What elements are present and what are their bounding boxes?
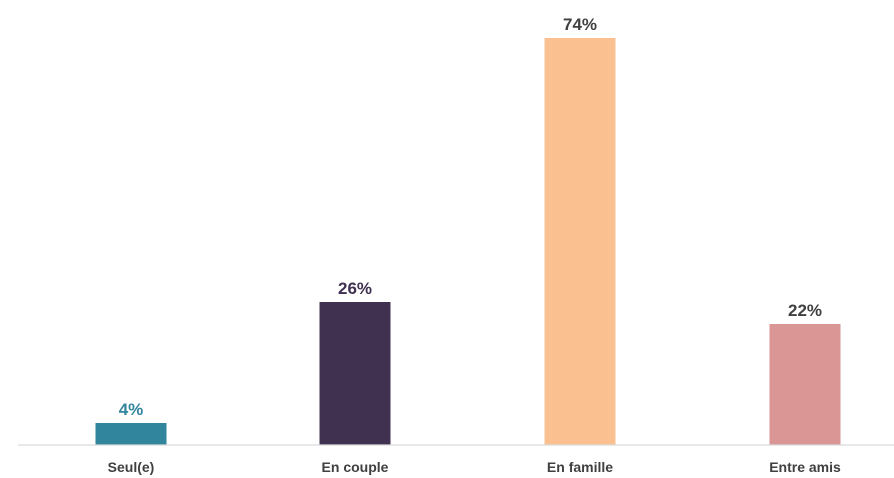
bar-1: [319, 302, 391, 445]
data-label-0: 4%: [119, 400, 144, 419]
bar-3: [769, 324, 841, 445]
bar-2: [544, 38, 616, 445]
x-tick-label-2: En famille: [547, 459, 613, 475]
data-label-3: 22%: [788, 301, 822, 320]
bar-0: [95, 423, 167, 445]
x-tick-label-3: Entre amis: [769, 459, 841, 475]
x-tick-labels-group: Seul(e) En couple En famille Entre amis: [108, 459, 841, 475]
x-tick-label-1: En couple: [322, 459, 389, 475]
bars-group: [95, 38, 841, 445]
data-labels-group: 4% 26% 74% 22%: [119, 15, 822, 419]
data-label-1: 26%: [338, 279, 372, 298]
data-label-2: 74%: [563, 15, 597, 34]
x-tick-label-0: Seul(e): [108, 459, 155, 475]
